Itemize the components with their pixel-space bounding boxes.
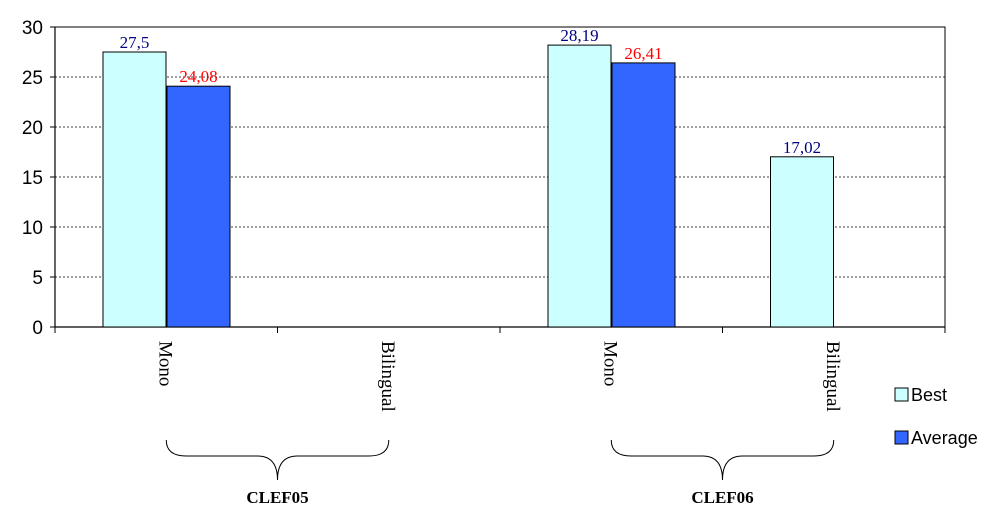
legend: Best Average — [894, 385, 978, 448]
legend-swatch — [894, 430, 909, 445]
x-tick-labels: Mono Bilingual Mono Bilingual — [154, 341, 843, 412]
bar-best-0 — [102, 51, 167, 328]
y-tick-label: 25 — [22, 68, 43, 89]
y-tick-labels: 0 5 10 15 20 25 30 — [22, 18, 43, 339]
bar-average-0 — [166, 85, 231, 328]
y-tick-label: 30 — [22, 18, 43, 39]
legend-label: Average — [911, 428, 978, 448]
y-tick-label: 15 — [22, 168, 43, 189]
group-label: CLEF05 — [246, 488, 308, 507]
y-tick-label: 10 — [22, 218, 43, 239]
group-label: CLEF06 — [691, 488, 753, 507]
bar-average-2 — [611, 62, 676, 328]
y-tick-label: 20 — [22, 118, 43, 139]
data-labels: 27,5 28,19 17,02 24,08 26,41 — [120, 26, 822, 157]
data-label: 28,19 — [560, 26, 598, 45]
bars — [102, 44, 834, 328]
y-tick-label: 0 — [32, 318, 43, 339]
x-tick-label: Bilingual — [377, 341, 398, 412]
y-tick-label: 5 — [32, 268, 43, 289]
bar-best-3 — [770, 156, 834, 328]
group-brace — [610, 439, 835, 481]
x-tick-label: Mono — [154, 341, 175, 386]
group-labels: CLEF05 CLEF06 — [165, 439, 835, 507]
legend-label: Best — [911, 385, 947, 405]
bar-best-2 — [547, 44, 612, 328]
x-tick-label: Mono — [599, 341, 620, 386]
data-label: 27,5 — [120, 33, 150, 52]
x-tick-label: Bilingual — [822, 341, 843, 412]
data-label: 26,41 — [624, 44, 662, 63]
data-label: 17,02 — [783, 138, 821, 157]
legend-swatch — [894, 387, 909, 402]
data-label: 24,08 — [179, 67, 217, 86]
group-brace — [165, 439, 390, 481]
